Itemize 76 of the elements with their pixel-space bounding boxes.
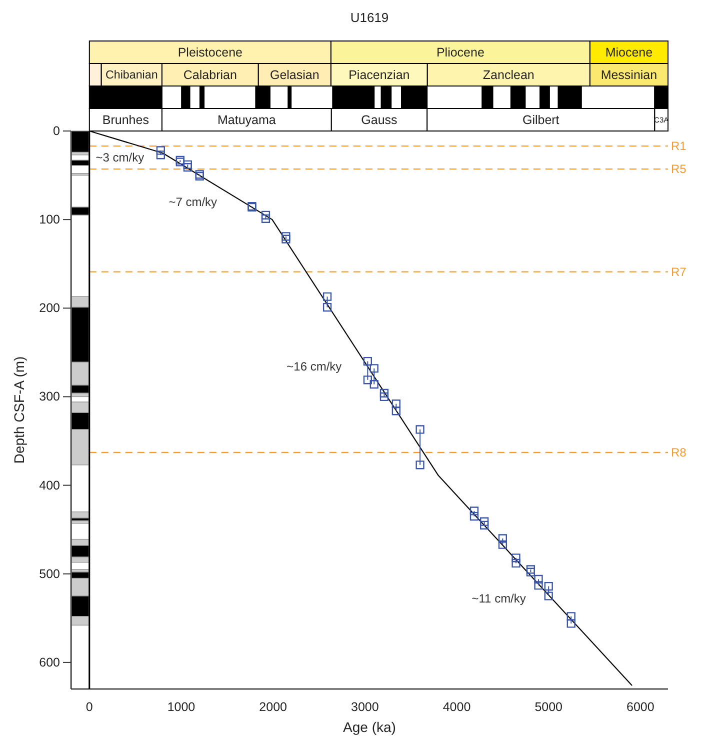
- point: [470, 512, 479, 521]
- x-tick-label: 2000: [259, 700, 288, 714]
- annotation: ~16 cm/ky: [286, 360, 342, 374]
- data-label: Miocene: [605, 45, 653, 60]
- y-tick-label: 300: [39, 390, 60, 404]
- y-tick-label: 0: [53, 124, 60, 138]
- point: [470, 506, 479, 516]
- point: [526, 565, 536, 574]
- point: [183, 163, 192, 172]
- point: [176, 158, 184, 166]
- point: [282, 234, 290, 244]
- point: [416, 460, 424, 470]
- point: [363, 376, 372, 384]
- data-label: Chibanian: [105, 68, 158, 82]
- y-tick-label: 400: [39, 478, 60, 492]
- point: [544, 592, 553, 600]
- point: [512, 558, 520, 568]
- data-label: Calabrian: [183, 68, 237, 82]
- data-label: Matuyama: [218, 112, 276, 127]
- point: [392, 399, 400, 408]
- point: [480, 520, 489, 530]
- point: [183, 160, 192, 169]
- point: [498, 540, 507, 549]
- x-axis-title: Age (ka): [343, 719, 396, 735]
- y-tick-label: 500: [39, 566, 60, 581]
- data-label: Piacenzian: [348, 68, 410, 82]
- point: [261, 214, 270, 223]
- point: [370, 380, 378, 389]
- x-tick-label: 0: [86, 700, 93, 714]
- x-tick-label: 3000: [351, 700, 379, 714]
- point: [566, 619, 576, 628]
- data-label: Pliocene: [436, 45, 484, 60]
- y-tick-label: 200: [39, 301, 60, 316]
- point: [156, 146, 165, 155]
- point: [498, 534, 507, 543]
- point: [370, 364, 378, 373]
- data-label: Zanclean: [482, 68, 534, 82]
- point: [480, 517, 489, 526]
- data-label: Brunhes: [102, 112, 149, 127]
- x-tick-label: 4000: [442, 700, 471, 714]
- point: [363, 356, 372, 366]
- point: [526, 568, 536, 576]
- data-label: Pleistocene: [178, 45, 243, 60]
- data-label: Gelasian: [270, 68, 320, 82]
- y-axis-title: Depth CSF-A (m): [11, 356, 27, 464]
- point: [261, 210, 270, 220]
- point: [282, 232, 290, 241]
- point: [322, 292, 332, 301]
- annotation: ~7 cm/ky: [168, 194, 218, 209]
- point: [380, 388, 389, 398]
- data-label: Messinian: [600, 68, 658, 82]
- x-tick-label: 5000: [534, 700, 563, 714]
- y-tick-label: 600: [39, 655, 60, 670]
- chart-title: U1619: [350, 10, 389, 25]
- annotation: ~11 cm/ky: [472, 592, 526, 606]
- point: [416, 425, 424, 434]
- point: [566, 612, 576, 621]
- annotation: ~3 cm/ky: [96, 150, 144, 165]
- point: [380, 392, 389, 402]
- x-tick-label: 6000: [626, 700, 654, 714]
- point: [322, 302, 332, 312]
- x-tick-label: 1000: [167, 700, 196, 714]
- point: [544, 582, 553, 591]
- point: [534, 581, 543, 590]
- data-label: Gilbert: [522, 112, 560, 127]
- ref-line-label: R5: [671, 162, 687, 176]
- point: [392, 406, 400, 416]
- point: [534, 574, 543, 584]
- point: [512, 554, 520, 562]
- ref-line-label: R8: [671, 446, 687, 460]
- ref-line-label: R7: [671, 264, 687, 279]
- y-tick-label: 100: [39, 212, 60, 227]
- ref-line-label: R1: [671, 139, 687, 154]
- data-label: Gauss: [361, 112, 398, 127]
- point: [156, 150, 165, 160]
- point: [176, 156, 184, 165]
